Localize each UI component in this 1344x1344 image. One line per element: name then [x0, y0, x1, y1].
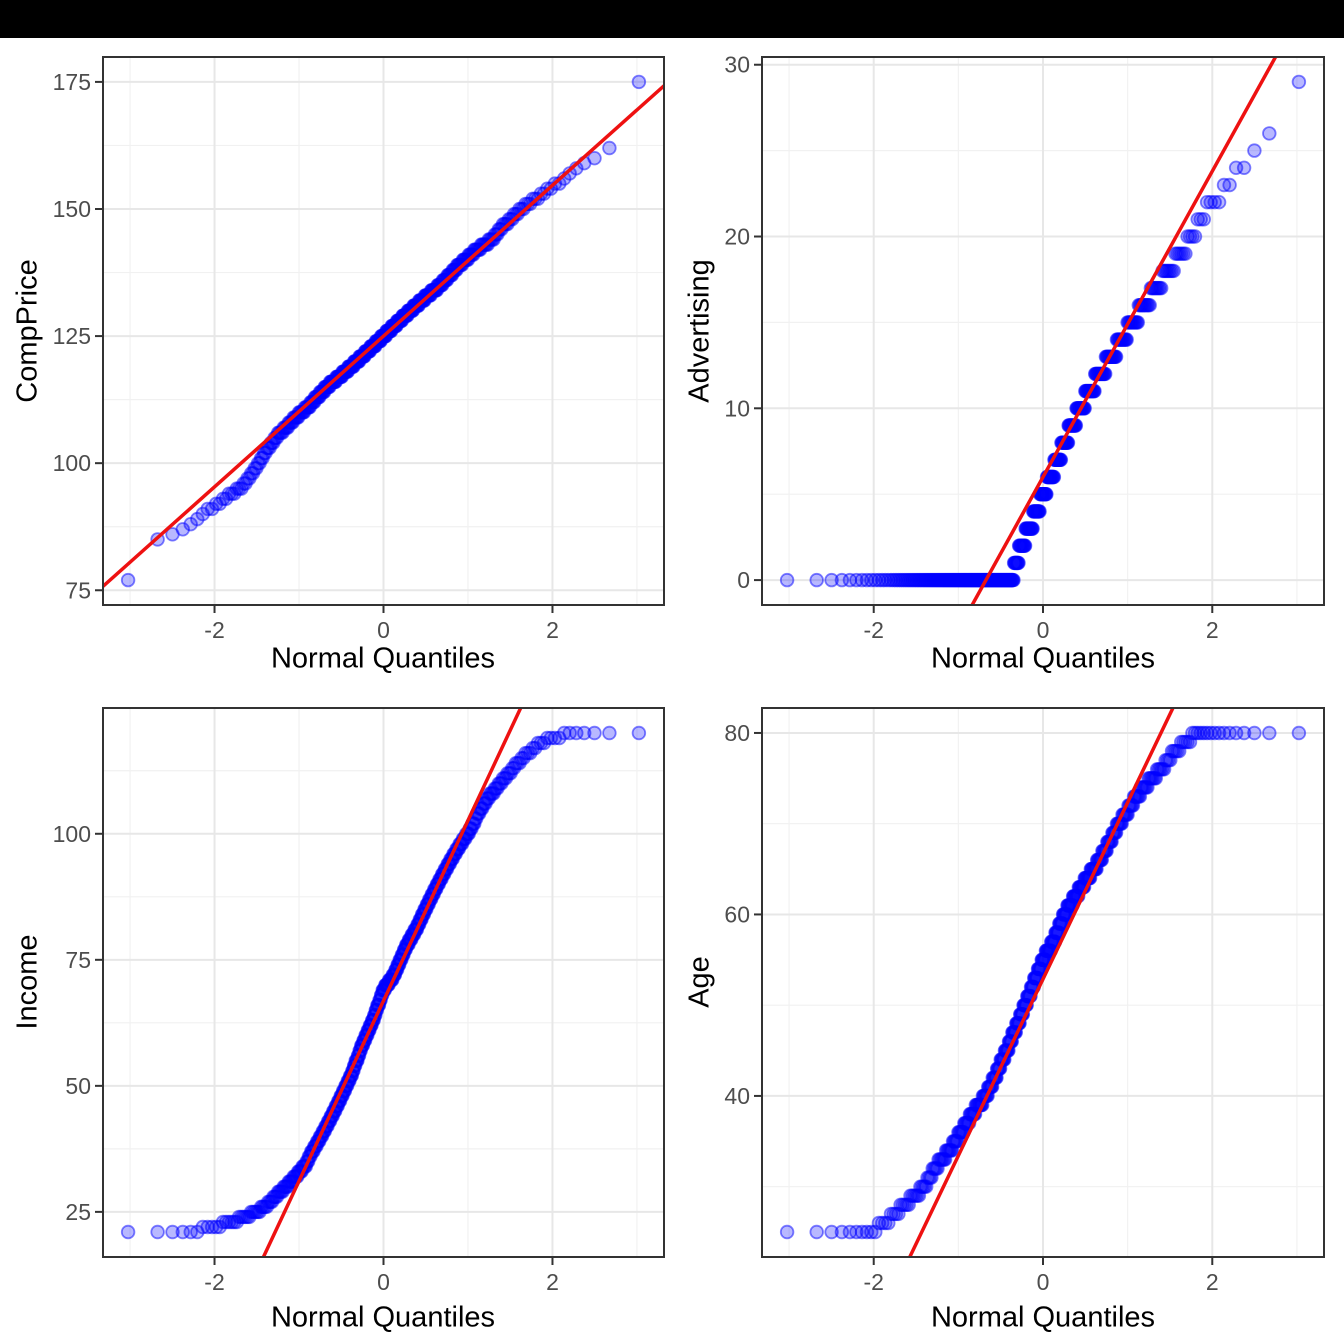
y-axis-title-compprice: CompPrice: [11, 259, 44, 403]
svg-text:25: 25: [65, 1199, 91, 1225]
x-axis-title-income: Normal Quantiles: [270, 1301, 496, 1334]
top-black-bar: [0, 0, 1344, 38]
qq-plot-svg-income: -2 0 2 25 50 75 100: [53, 707, 665, 1295]
svg-text:20: 20: [724, 224, 750, 250]
qq-panel-advertising: -2 0 2 0 10 20 30 Advertising Normal Quantiles: [672, 0, 1344, 675]
svg-text:30: 30: [724, 52, 750, 78]
svg-text:80: 80: [724, 720, 750, 746]
svg-text:50: 50: [65, 1073, 91, 1099]
svg-text:150: 150: [53, 196, 91, 222]
svg-text:100: 100: [53, 821, 91, 847]
qq-panel-age: -2 0 2 40 60 80 Age Normal Quantiles: [672, 672, 1344, 1344]
svg-text:0: 0: [377, 617, 390, 643]
svg-text:75: 75: [65, 947, 91, 973]
svg-text:-2: -2: [204, 1269, 224, 1295]
svg-text:2: 2: [546, 617, 559, 643]
x-axis-title-advertising: Normal Quantiles: [930, 642, 1156, 675]
svg-text:0: 0: [1037, 1269, 1050, 1295]
svg-text:2: 2: [1206, 617, 1219, 643]
y-axis-title-age: Age: [683, 956, 716, 1008]
qq-panel-income: -2 0 2 25 50 75 100 Income Normal Quantiles: [0, 672, 672, 1344]
y-axis-title-advertising: Advertising: [683, 259, 716, 403]
svg-text:0: 0: [1037, 617, 1050, 643]
qq-panel-compprice: -2 0 2 75 100 125 150 175 CompPrice Normal Quan…: [0, 0, 672, 675]
svg-text:-2: -2: [204, 617, 224, 643]
y-axis-title-income: Income: [11, 934, 44, 1030]
svg-text:75: 75: [65, 577, 91, 603]
svg-text:40: 40: [724, 1083, 750, 1109]
svg-text:0: 0: [737, 567, 750, 593]
svg-text:-2: -2: [863, 1269, 883, 1295]
qq-plot-svg-age: -2 0 2 40 60 80: [724, 707, 1325, 1295]
svg-text:100: 100: [53, 450, 91, 476]
svg-text:175: 175: [53, 69, 91, 95]
x-axis-title-compprice: Normal Quantiles: [270, 642, 496, 675]
svg-text:2: 2: [546, 1269, 559, 1295]
svg-text:60: 60: [724, 901, 750, 927]
svg-text:0: 0: [377, 1269, 390, 1295]
svg-text:-2: -2: [863, 617, 883, 643]
svg-text:10: 10: [724, 395, 750, 421]
svg-text:125: 125: [53, 323, 91, 349]
svg-text:2: 2: [1206, 1269, 1219, 1295]
x-axis-title-age: Normal Quantiles: [930, 1301, 1156, 1334]
qq-plot-svg-compprice: -2 0 2 75 100 125 150 175: [53, 56, 665, 643]
